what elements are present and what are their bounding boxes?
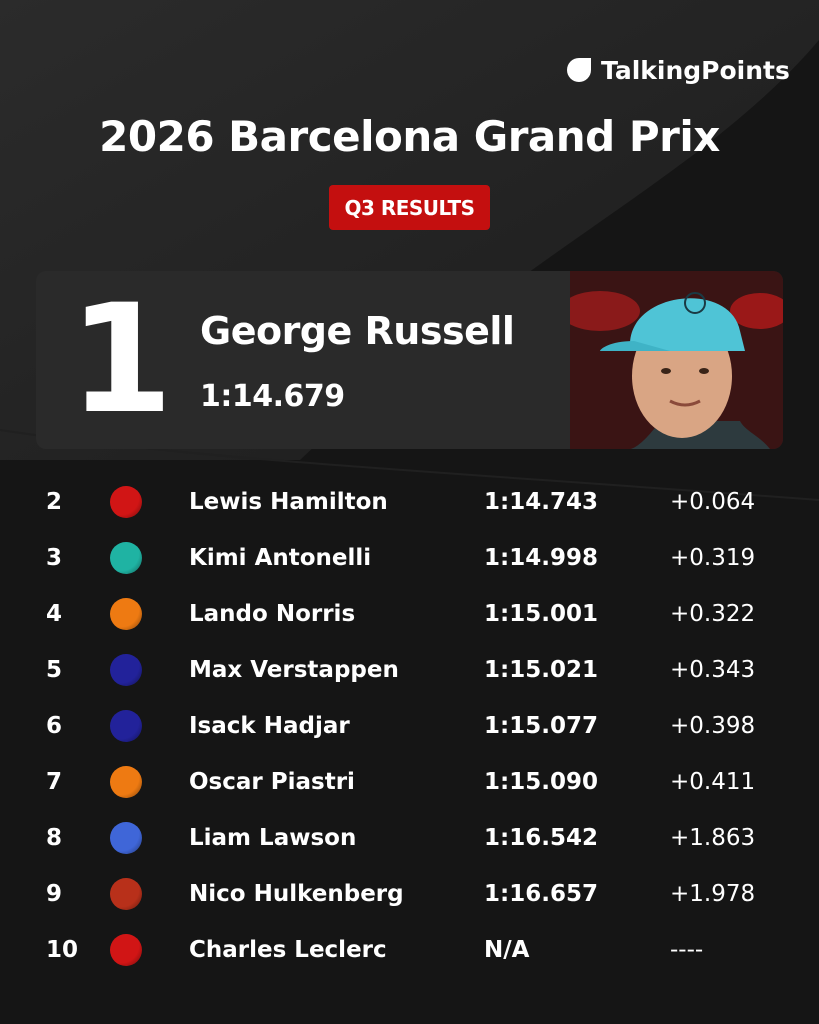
- position: 5: [46, 657, 63, 683]
- lap-time: 1:15.077: [484, 713, 598, 739]
- gap: +1.978: [670, 881, 756, 907]
- driver-name: Lewis Hamilton: [189, 489, 388, 515]
- lap-time: 1:15.001: [484, 601, 598, 627]
- driver-photo: [570, 271, 783, 449]
- team-dot: [110, 766, 142, 798]
- gap: ----: [670, 937, 704, 963]
- gap: +1.863: [670, 825, 756, 851]
- team-dot: [110, 934, 142, 966]
- gap: +0.398: [670, 713, 756, 739]
- position: 10: [46, 937, 79, 963]
- winner-card: 1 George Russell 1:14.679: [36, 271, 783, 449]
- result-row: 7 Oscar Piastri 1:15.090 +0.411: [0, 754, 819, 810]
- result-row: 4 Lando Norris 1:15.001 +0.322: [0, 586, 819, 642]
- lap-time: 1:16.657: [484, 881, 598, 907]
- lap-time: 1:16.542: [484, 825, 598, 851]
- position: 6: [46, 713, 63, 739]
- brand-logo: [567, 58, 591, 82]
- driver-name: Max Verstappen: [189, 657, 399, 683]
- winner-time: 1:14.679: [200, 379, 345, 414]
- driver-name: Oscar Piastri: [189, 769, 355, 795]
- position: 2: [46, 489, 63, 515]
- team-dot: [110, 710, 142, 742]
- driver-name: Liam Lawson: [189, 825, 357, 851]
- winner-name: George Russell: [200, 309, 515, 353]
- team-dot: [110, 542, 142, 574]
- session-badge: Q3 RESULTS: [329, 185, 490, 230]
- position: 9: [46, 881, 63, 907]
- lap-time: N/A: [484, 937, 530, 963]
- driver-name: Nico Hulkenberg: [189, 881, 404, 907]
- team-dot: [110, 654, 142, 686]
- gap: +0.343: [670, 657, 756, 683]
- result-row: 9 Nico Hulkenberg 1:16.657 +1.978: [0, 866, 819, 922]
- driver-name: Charles Leclerc: [189, 937, 387, 963]
- team-dot: [110, 598, 142, 630]
- lap-time: 1:14.998: [484, 545, 598, 571]
- lap-time: 1:15.021: [484, 657, 598, 683]
- gap: +0.322: [670, 601, 756, 627]
- lap-time: 1:15.090: [484, 769, 598, 795]
- position: 4: [46, 601, 63, 627]
- driver-name: Kimi Antonelli: [189, 545, 372, 571]
- driver-name: Lando Norris: [189, 601, 356, 627]
- winner-position: 1: [68, 273, 174, 447]
- title: 2026 Barcelona Grand Prix: [99, 112, 720, 161]
- result-row: 3 Kimi Antonelli 1:14.998 +0.319: [0, 530, 819, 586]
- brand: TalkingPoints: [565, 52, 790, 88]
- team-dot: [110, 878, 142, 910]
- team-dot: [110, 822, 142, 854]
- gap: +0.064: [670, 489, 756, 515]
- lap-time: 1:14.743: [484, 489, 598, 515]
- result-row: 10 Charles Leclerc N/A ----: [0, 922, 819, 978]
- gap: +0.411: [670, 769, 756, 795]
- team-dot: [110, 486, 142, 518]
- result-row: 8 Liam Lawson 1:16.542 +1.863: [0, 810, 819, 866]
- driver-name: Isack Hadjar: [189, 713, 350, 739]
- result-row: 5 Max Verstappen 1:15.021 +0.343: [0, 642, 819, 698]
- position: 3: [46, 545, 63, 571]
- position: 8: [46, 825, 63, 851]
- position: 7: [46, 769, 63, 795]
- result-row: 6 Isack Hadjar 1:15.077 +0.398: [0, 698, 819, 754]
- brand-name: TalkingPoints: [601, 55, 790, 85]
- gap: +0.319: [670, 545, 756, 571]
- result-row: 2 Lewis Hamilton 1:14.743 +0.064: [0, 474, 819, 530]
